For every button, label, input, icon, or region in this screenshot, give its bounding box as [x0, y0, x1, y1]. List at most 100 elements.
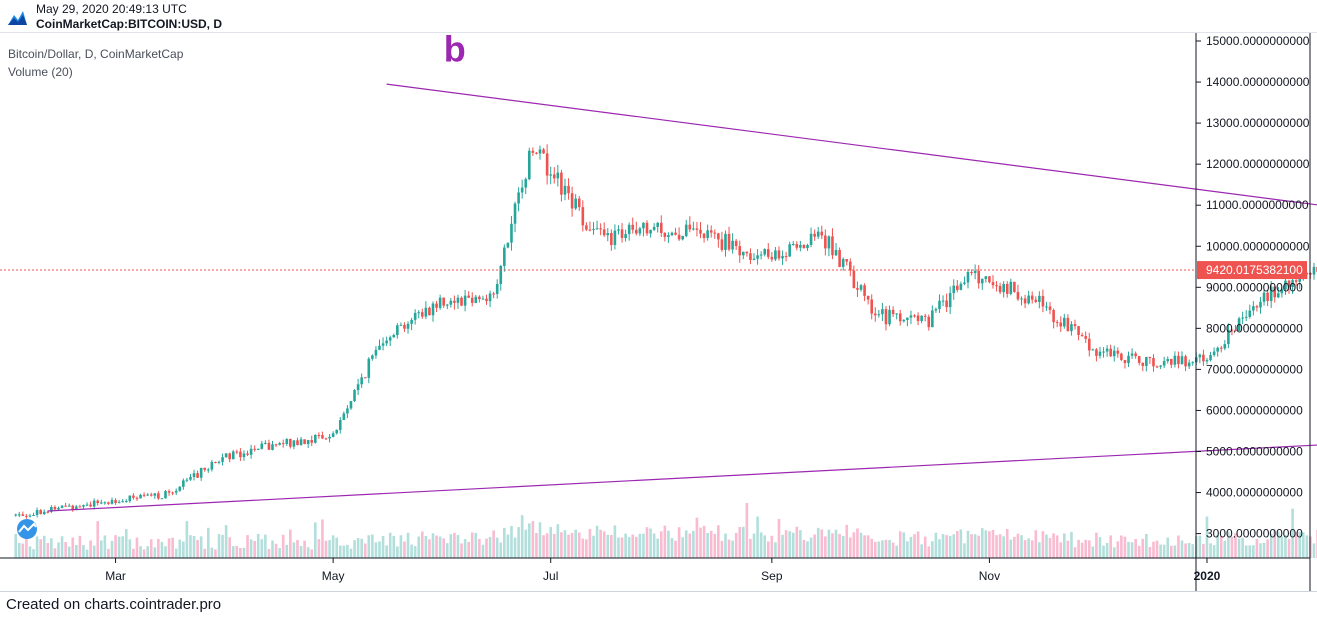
volume-bar: [849, 537, 852, 558]
volume-bar: [877, 541, 881, 558]
volume-bar: [157, 538, 160, 558]
volume-bar: [246, 535, 249, 558]
volume-bar: [431, 533, 435, 558]
candle-body: [64, 505, 67, 507]
candle-body: [791, 243, 795, 245]
candle-body: [1109, 348, 1112, 357]
candle-body: [1112, 350, 1116, 357]
volume-bar: [488, 536, 492, 558]
candle-body: [42, 511, 46, 515]
candle-body: [1048, 306, 1052, 311]
volume-bar: [998, 534, 1002, 558]
candle-body: [827, 236, 831, 249]
volume-bar: [1166, 537, 1170, 558]
volume-bar: [1109, 535, 1112, 558]
candle-body: [1098, 351, 1102, 356]
price-chart[interactable]: bcd 15000.0000000000 14000.0000000000 1300…: [0, 33, 1317, 591]
candle-body: [1130, 353, 1134, 356]
snapshot-datetime: May 29, 2020 20:49:13 UTC: [36, 2, 187, 16]
candle-body: [46, 511, 50, 513]
volume-bar: [517, 527, 520, 558]
candle-body: [549, 174, 553, 176]
volume-bar: [1269, 533, 1273, 558]
candle-body: [1266, 292, 1269, 302]
volume-bar: [1141, 538, 1145, 558]
candle-body: [317, 434, 321, 436]
volume-bar: [781, 534, 784, 558]
candle-body: [274, 444, 278, 446]
candle-body: [96, 500, 100, 503]
volume-bar: [1027, 538, 1030, 558]
volume-bar: [1130, 542, 1134, 558]
volume-bar: [706, 532, 709, 558]
candle-body: [499, 265, 503, 284]
candle-body: [913, 315, 916, 317]
volume-bar: [510, 525, 513, 558]
candle-body: [153, 493, 157, 496]
candle-body: [1209, 354, 1212, 361]
candle-body: [478, 296, 481, 300]
volume-bar: [610, 534, 613, 558]
candle-body: [895, 313, 898, 315]
volume-bar: [324, 540, 328, 558]
candle-body: [378, 345, 381, 350]
candle-body: [1070, 324, 1073, 332]
volume-bar: [952, 534, 956, 558]
candle-body: [599, 228, 602, 230]
candle-body: [873, 313, 877, 316]
volume-bar: [873, 541, 877, 558]
candle-body: [324, 438, 328, 440]
candle-body: [396, 325, 399, 335]
candle-body: [542, 149, 545, 154]
volume-bar: [1059, 542, 1063, 558]
volume-bar: [795, 526, 799, 558]
candle-body: [695, 228, 699, 230]
candle-body: [224, 453, 228, 458]
volume-bar: [1205, 516, 1209, 558]
candle-body: [1234, 329, 1237, 331]
y-tick-label: 9000.0000000000: [1206, 280, 1303, 294]
candle-body: [253, 448, 256, 450]
volume-bar: [271, 540, 274, 558]
volume-bar: [338, 545, 342, 558]
volume-bar: [1280, 536, 1284, 558]
candle-body: [799, 245, 802, 248]
candle-body: [909, 315, 913, 318]
volume-bar: [820, 529, 824, 558]
volume-bar: [231, 546, 235, 558]
volume-bar: [606, 534, 610, 558]
volume-bar: [624, 533, 627, 558]
candle-body: [1205, 360, 1209, 362]
volume-bar: [28, 546, 32, 558]
volume-bar: [881, 540, 884, 558]
candle-body: [1184, 356, 1187, 367]
candle-body: [495, 283, 499, 295]
volume-bar: [1230, 537, 1234, 558]
volume-bar: [742, 526, 745, 558]
candle-body: [260, 443, 264, 449]
volume-bar: [906, 541, 909, 558]
candle-body: [727, 233, 731, 250]
candle-body: [428, 307, 431, 316]
candle-body: [160, 498, 164, 500]
volume-bar: [57, 542, 60, 558]
annotations: bcd: [0, 33, 1317, 512]
candle-body: [1287, 280, 1291, 288]
volume-bar: [863, 535, 866, 558]
volume-bar: [838, 533, 841, 558]
volume-bar: [503, 527, 506, 558]
candle-body: [1127, 355, 1130, 364]
volume-toggle-icon[interactable]: [17, 519, 37, 539]
y-tick-label: 15000.0000000000: [1206, 34, 1310, 48]
volume-bar: [759, 532, 763, 558]
volume-bar: [292, 542, 296, 558]
chart-header: May 29, 2020 20:49:13 UTC CoinMarketCap:…: [0, 0, 1317, 33]
volume-bar: [381, 535, 385, 558]
candle-body: [82, 505, 85, 507]
volume-bar: [374, 542, 378, 558]
volume-bar: [32, 549, 35, 558]
candle-body: [28, 515, 32, 517]
volume-indicator-label: Volume (20): [8, 65, 73, 79]
candle-body: [1073, 324, 1077, 327]
candle-body: [927, 316, 931, 328]
